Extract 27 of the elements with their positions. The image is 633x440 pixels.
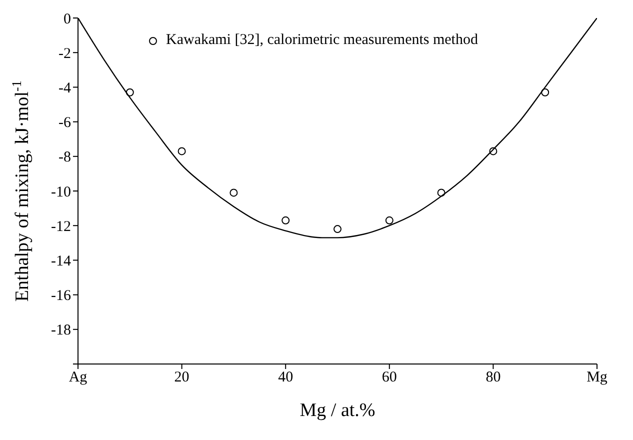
x-tick-label: 40 bbox=[278, 370, 294, 386]
point bbox=[282, 216, 290, 224]
y-tick-label: -18 bbox=[51, 322, 71, 339]
y-tick-label: -8 bbox=[58, 150, 71, 166]
point bbox=[541, 88, 550, 96]
y-tick-label: -12 bbox=[51, 218, 71, 235]
y-tick-label: -6 bbox=[58, 115, 72, 132]
point bbox=[126, 88, 134, 96]
y-tick-label: -16 bbox=[51, 288, 72, 304]
x-axis-title: Mg / at.% bbox=[300, 400, 376, 421]
y-tick-label: -10 bbox=[51, 184, 71, 200]
x-tick-label: 80 bbox=[486, 370, 501, 386]
point bbox=[489, 147, 498, 156]
x-tick-label: 60 bbox=[382, 370, 397, 386]
point bbox=[230, 188, 238, 197]
y-tick-label: 0 bbox=[64, 11, 71, 28]
point bbox=[178, 147, 186, 156]
point bbox=[334, 225, 342, 234]
legend-label: Kawakami [32], calorimetric measurements method bbox=[166, 32, 478, 49]
y-tick-label: -4 bbox=[58, 80, 72, 97]
x-tick-label: Mg bbox=[586, 370, 608, 386]
point bbox=[385, 216, 394, 224]
y-tick-label: -2 bbox=[58, 46, 71, 62]
x-tick-label: 20 bbox=[174, 370, 190, 386]
point bbox=[437, 188, 446, 197]
y-tick-label: -14 bbox=[51, 254, 72, 270]
x-tick-label: Ag bbox=[68, 370, 88, 386]
